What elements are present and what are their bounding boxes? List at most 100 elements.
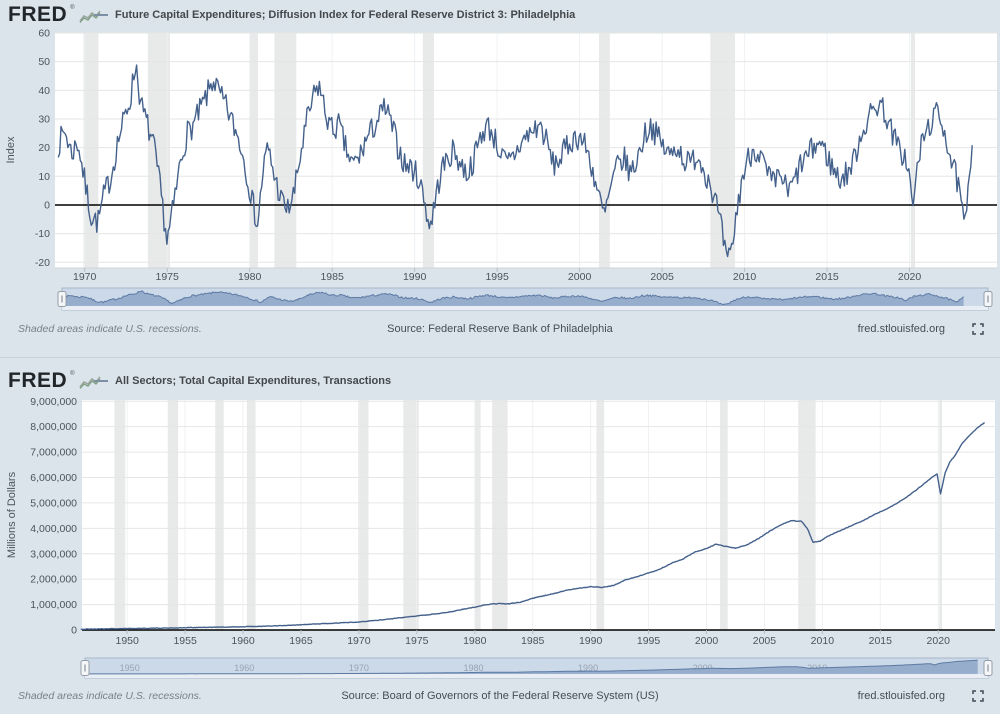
- source-attribution: Source: Board of Governors of the Federa…: [341, 690, 659, 702]
- slider-year-label: 1960: [234, 663, 254, 673]
- x-tick-label: 1990: [579, 635, 603, 647]
- y-tick-label: -20: [35, 257, 50, 269]
- x-tick-label: 1975: [156, 271, 180, 283]
- recession-note: Shaded areas indicate U.S. recessions.: [18, 690, 202, 702]
- x-tick-label: 1955: [173, 635, 197, 647]
- y-tick-label: 7,000,000: [30, 447, 77, 459]
- slider-year-label: 1950: [120, 663, 140, 673]
- x-tick-label: 1985: [521, 635, 545, 647]
- y-tick-label: 0: [44, 199, 50, 211]
- x-tick-label: 1980: [463, 635, 487, 647]
- main-chart-total-capex[interactable]: 1950 1955 1960 1965 1970 1975 1980 1985 1990 1995…: [0, 393, 1000, 649]
- y-tick-label: 30: [38, 113, 50, 125]
- slider-axis-strip: [85, 674, 988, 678]
- y-tick-label: 8,000,000: [30, 421, 77, 433]
- y-tick-label: 60: [38, 28, 50, 40]
- recession-band: [147, 33, 170, 268]
- data-series-line: [80, 422, 986, 630]
- y-tick-label: 50: [38, 56, 50, 68]
- x-tick-label: 2010: [811, 635, 835, 647]
- range-slider-total-capex[interactable]: 19501960197019801990200020102020: [0, 654, 1000, 684]
- slider-year-label: 1980: [463, 663, 483, 673]
- slider-area-line: [65, 290, 964, 306]
- x-tick-label: 1995: [485, 271, 509, 283]
- registered-mark: ®: [70, 371, 75, 377]
- recession-band: [114, 400, 126, 630]
- chart-panel-total-capex: FRED ® All Sectors; Total Capital Expend…: [0, 357, 1000, 714]
- x-tick-label: 1965: [289, 635, 313, 647]
- recession-band: [910, 33, 916, 268]
- x-tick-label: 1990: [403, 271, 427, 283]
- slider-area-line: [83, 659, 978, 675]
- plot-area: [55, 33, 997, 268]
- recession-band: [357, 400, 369, 630]
- recession-band: [246, 400, 256, 630]
- series-title: Future Capital Expenditures; Diffusion I…: [115, 9, 576, 21]
- y-axis-title: Index: [5, 136, 17, 163]
- fred-wordmark: FRED: [8, 3, 68, 26]
- y-tick-label: -10: [35, 228, 50, 240]
- fred-wordmark: FRED: [8, 369, 68, 392]
- panel-divider: [0, 357, 1000, 358]
- series-title: All Sectors; Total Capital Expenditures,…: [115, 375, 392, 387]
- y-tick-label: 20: [38, 142, 50, 154]
- y-tick-label: 4,000,000: [30, 523, 77, 535]
- fullscreen-icon[interactable]: [972, 323, 984, 335]
- recession-band: [215, 400, 224, 630]
- y-tick-label: 10: [38, 171, 50, 183]
- series-legend: Future Capital Expenditures; Diffusion I…: [94, 9, 575, 21]
- series-legend: All Sectors; Total Capital Expenditures,…: [94, 375, 391, 387]
- x-tick-label: 2015: [815, 271, 839, 283]
- recession-band: [474, 400, 481, 630]
- x-tick-label: 2005: [650, 271, 674, 283]
- y-tick-label: 5,000,000: [30, 497, 77, 509]
- recession-band: [274, 33, 297, 268]
- slider-area-fill: [65, 290, 964, 306]
- data-series-line: [57, 64, 973, 258]
- slider-year-label: 1970: [349, 663, 369, 673]
- x-tick-label: 1975: [405, 635, 429, 647]
- y-tick-label: 0: [71, 625, 77, 637]
- fred-site-link[interactable]: fred.stlouisfed.org: [857, 690, 945, 702]
- y-tick-label: 3,000,000: [30, 548, 77, 560]
- recession-band: [598, 33, 610, 268]
- x-tick-label: 1970: [73, 271, 97, 283]
- recession-band: [798, 400, 816, 630]
- fullscreen-icon[interactable]: [972, 690, 984, 702]
- slider-year-label: 2000: [693, 663, 713, 673]
- x-tick-label: 1960: [231, 635, 255, 647]
- main-chart-philly[interactable]: 1970 1975 1980 1985 1990 1995 2000 2005 2010 2015…: [0, 28, 1000, 284]
- recession-band: [167, 400, 179, 630]
- plot-area: [82, 400, 995, 630]
- y-axis-title: Millions of Dollars: [6, 471, 18, 558]
- fred-logo[interactable]: FRED ®: [8, 4, 101, 25]
- x-tick-label: 2000: [568, 271, 592, 283]
- slider-year-label: 1990: [578, 663, 598, 673]
- slider-axis-strip: [62, 306, 988, 310]
- recession-note: Shaded areas indicate U.S. recessions.: [18, 323, 202, 335]
- fred-site-link[interactable]: fred.stlouisfed.org: [857, 323, 945, 335]
- x-tick-label: 1985: [320, 271, 344, 283]
- x-tick-label: 1980: [238, 271, 262, 283]
- chart-panel-philly-capex: FRED ® Future Capital Expenditures; Diff…: [0, 4, 1000, 339]
- range-slider-philly[interactable]: [0, 284, 1000, 314]
- slider-area-fill: [83, 660, 978, 674]
- recession-band: [403, 400, 419, 630]
- x-tick-label: 2020: [898, 271, 922, 283]
- x-tick-label: 1950: [116, 635, 140, 647]
- x-tick-label: 1970: [347, 635, 371, 647]
- recession-band: [422, 33, 434, 268]
- y-tick-label: 1,000,000: [30, 599, 77, 611]
- fred-logo[interactable]: FRED ®: [8, 370, 101, 391]
- x-tick-label: 2015: [869, 635, 893, 647]
- recession-band: [83, 33, 99, 268]
- recession-band: [596, 400, 605, 630]
- chart-footer: Shaded areas indicate U.S. recessions. S…: [0, 321, 1000, 339]
- y-tick-label: 9,000,000: [30, 396, 77, 408]
- y-tick-label: 2,000,000: [30, 574, 77, 586]
- y-tick-label: 6,000,000: [30, 472, 77, 484]
- legend-line-sample-icon: [94, 380, 108, 382]
- source-attribution: Source: Federal Reserve Bank of Philadel…: [387, 323, 613, 335]
- recession-band: [939, 400, 943, 630]
- x-tick-label: 2010: [733, 271, 757, 283]
